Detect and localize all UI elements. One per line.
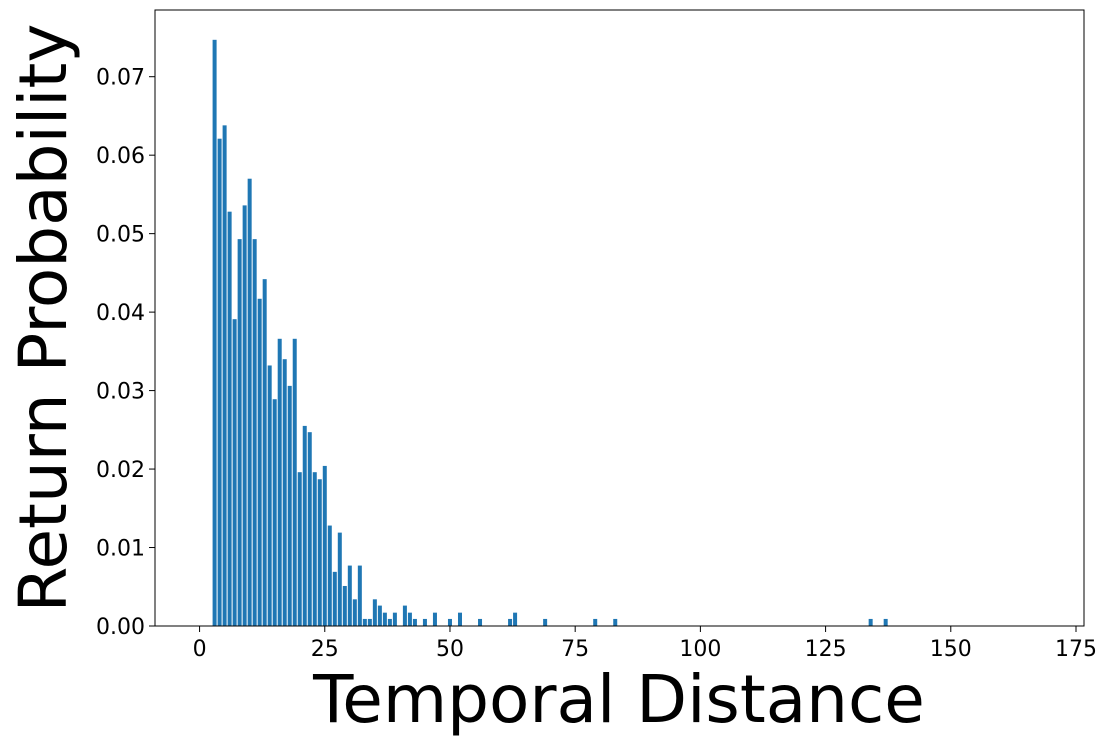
bar — [382, 612, 387, 626]
bar — [508, 618, 513, 626]
bar — [883, 618, 888, 626]
bar — [232, 319, 237, 626]
y-tick-label: 0.03 — [96, 380, 145, 405]
x-tick-label: 0 — [193, 637, 207, 662]
y-tick-label: 0.00 — [96, 615, 145, 640]
bar — [347, 565, 352, 626]
bar — [292, 338, 297, 626]
x-tick-label: 50 — [436, 637, 464, 662]
bar — [613, 618, 618, 626]
bar — [282, 359, 287, 626]
bar — [222, 125, 227, 626]
bar — [252, 239, 257, 627]
bar — [447, 618, 452, 626]
bar — [307, 432, 312, 626]
bar — [593, 618, 598, 626]
y-tick-label: 0.06 — [96, 144, 145, 169]
bar — [217, 138, 222, 626]
bar — [513, 612, 518, 626]
bar — [457, 612, 462, 626]
bar — [212, 39, 217, 627]
bar — [242, 205, 247, 627]
bar — [317, 479, 322, 626]
bar — [543, 618, 548, 626]
bar — [272, 399, 277, 626]
bar — [377, 605, 382, 626]
x-tick-label: 125 — [805, 637, 847, 662]
bar — [432, 612, 437, 626]
y-tick-label: 0.07 — [96, 66, 145, 91]
y-axis-label: Return Probability — [5, 24, 82, 613]
bar — [247, 178, 252, 626]
plot-frame — [154, 9, 1085, 627]
bar — [322, 465, 327, 626]
bar — [392, 612, 397, 626]
bar — [262, 279, 267, 626]
bar — [237, 239, 242, 627]
bar — [367, 618, 372, 626]
bar — [257, 298, 262, 626]
bar — [387, 618, 392, 626]
bar — [868, 618, 873, 626]
bar — [332, 571, 337, 626]
bar — [342, 585, 347, 626]
x-axis-label: Temporal Distance — [312, 661, 925, 738]
bar — [372, 599, 377, 626]
y-tick-label: 0.05 — [96, 223, 145, 248]
bar — [478, 618, 483, 626]
bar — [327, 525, 332, 626]
y-tick-label: 0.02 — [96, 458, 145, 483]
bar — [422, 618, 427, 626]
x-tick-label: 175 — [1055, 637, 1097, 662]
bar — [287, 385, 292, 626]
bar — [337, 532, 342, 626]
bar — [227, 211, 232, 627]
bar — [312, 472, 317, 626]
bar — [267, 365, 272, 626]
bar — [412, 618, 417, 626]
bar — [302, 425, 307, 626]
bar — [352, 599, 357, 626]
x-tick-label: 25 — [311, 637, 339, 662]
x-tick-label: 100 — [679, 637, 721, 662]
bar — [277, 338, 282, 626]
bar — [362, 618, 367, 626]
bar — [402, 605, 407, 626]
y-tick-label: 0.01 — [96, 537, 145, 562]
bar — [407, 612, 412, 626]
x-tick-label: 75 — [561, 637, 589, 662]
x-tick-label: 150 — [930, 637, 972, 662]
bar — [297, 472, 302, 626]
y-tick-label: 0.04 — [96, 301, 145, 326]
bar — [357, 565, 362, 626]
